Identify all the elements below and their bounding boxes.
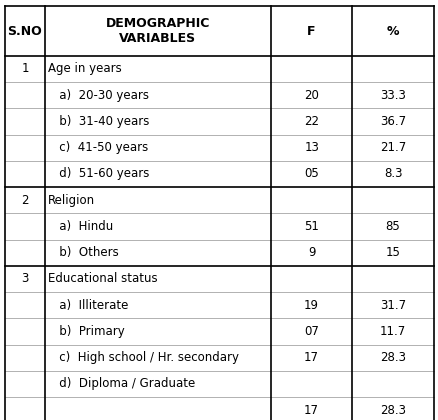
- Text: DEMOGRAPHIC
VARIABLES: DEMOGRAPHIC VARIABLES: [106, 17, 209, 45]
- Text: a)  20-30 years: a) 20-30 years: [48, 89, 149, 102]
- Text: 28.3: 28.3: [379, 351, 405, 364]
- Text: 13: 13: [304, 141, 318, 154]
- Text: S.NO: S.NO: [7, 25, 42, 37]
- Text: 19: 19: [304, 299, 318, 312]
- Text: b)  31-40 years: b) 31-40 years: [48, 115, 149, 128]
- Text: d)  51-60 years: d) 51-60 years: [48, 168, 149, 181]
- Text: 22: 22: [304, 115, 318, 128]
- Text: b)  Primary: b) Primary: [48, 325, 125, 338]
- Text: 17: 17: [304, 404, 318, 417]
- Text: 1: 1: [21, 63, 28, 76]
- Text: 17: 17: [304, 351, 318, 364]
- Text: 15: 15: [385, 246, 399, 259]
- Text: 33.3: 33.3: [379, 89, 405, 102]
- Text: Age in years: Age in years: [48, 63, 122, 76]
- Text: 2: 2: [21, 194, 28, 207]
- Text: d)  Diploma / Graduate: d) Diploma / Graduate: [48, 378, 195, 391]
- Text: 3: 3: [21, 273, 28, 286]
- Text: a)  Illiterate: a) Illiterate: [48, 299, 128, 312]
- Text: F: F: [307, 25, 315, 37]
- Text: %: %: [386, 25, 399, 37]
- Text: Educational status: Educational status: [48, 273, 158, 286]
- Text: c)  High school / Hr. secondary: c) High school / Hr. secondary: [48, 351, 239, 364]
- Text: 51: 51: [304, 220, 318, 233]
- Text: 11.7: 11.7: [379, 325, 405, 338]
- Text: c)  41-50 years: c) 41-50 years: [48, 141, 148, 154]
- Text: 05: 05: [304, 168, 318, 181]
- Text: 8.3: 8.3: [383, 168, 401, 181]
- Text: 36.7: 36.7: [379, 115, 405, 128]
- Text: Religion: Religion: [48, 194, 95, 207]
- Text: 31.7: 31.7: [379, 299, 405, 312]
- Text: 20: 20: [304, 89, 318, 102]
- Text: 21.7: 21.7: [379, 141, 405, 154]
- Text: 28.3: 28.3: [379, 404, 405, 417]
- Text: a)  Hindu: a) Hindu: [48, 220, 113, 233]
- Text: 85: 85: [385, 220, 399, 233]
- Text: 07: 07: [304, 325, 318, 338]
- Text: b)  Others: b) Others: [48, 246, 119, 259]
- Text: 9: 9: [307, 246, 314, 259]
